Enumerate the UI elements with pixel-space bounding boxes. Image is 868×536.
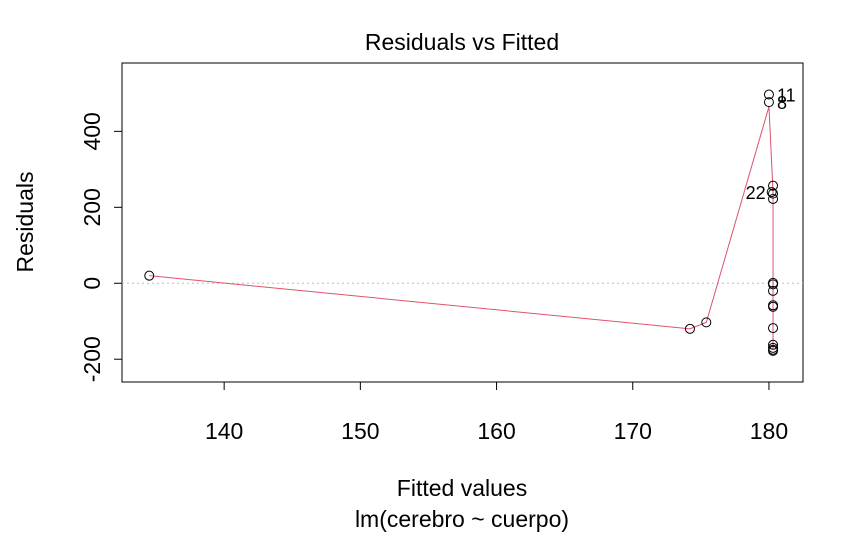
data-point — [684, 323, 695, 334]
point-label: 22 — [746, 183, 766, 203]
data-point — [768, 193, 779, 204]
plot-frame — [121, 62, 804, 383]
data-point — [701, 317, 712, 328]
data-point — [768, 345, 779, 356]
x-tick-label: 180 — [750, 418, 788, 444]
x-tick-label: 170 — [614, 418, 652, 444]
point-label: 8 — [777, 93, 787, 113]
y-tick-label: 200 — [79, 188, 105, 226]
data-point — [763, 97, 774, 108]
data-point — [768, 339, 779, 350]
smoother-line — [149, 106, 774, 350]
data-point — [768, 188, 779, 199]
y-axis-label: Residuals — [12, 172, 38, 273]
model-subtitle: lm(cerebro ~ cuerpo) — [355, 506, 569, 532]
x-tick-label: 160 — [477, 418, 515, 444]
data-point — [768, 323, 779, 334]
data-point — [768, 279, 779, 290]
data-point — [768, 301, 779, 312]
data-point — [766, 187, 777, 198]
y-tick-label: 0 — [79, 277, 105, 290]
data-point — [144, 270, 155, 281]
x-axis-label: Fitted values — [397, 475, 527, 501]
chart-title: Residuals vs Fitted — [365, 29, 559, 55]
x-tick-label: 150 — [341, 418, 379, 444]
data-point — [768, 180, 779, 191]
data-point — [763, 89, 774, 100]
y-tick-label: -200 — [79, 336, 105, 382]
x-tick-label: 140 — [205, 418, 243, 444]
y-tick-label: 400 — [79, 112, 105, 150]
point-label: 11 — [777, 86, 796, 106]
data-point — [768, 285, 779, 296]
